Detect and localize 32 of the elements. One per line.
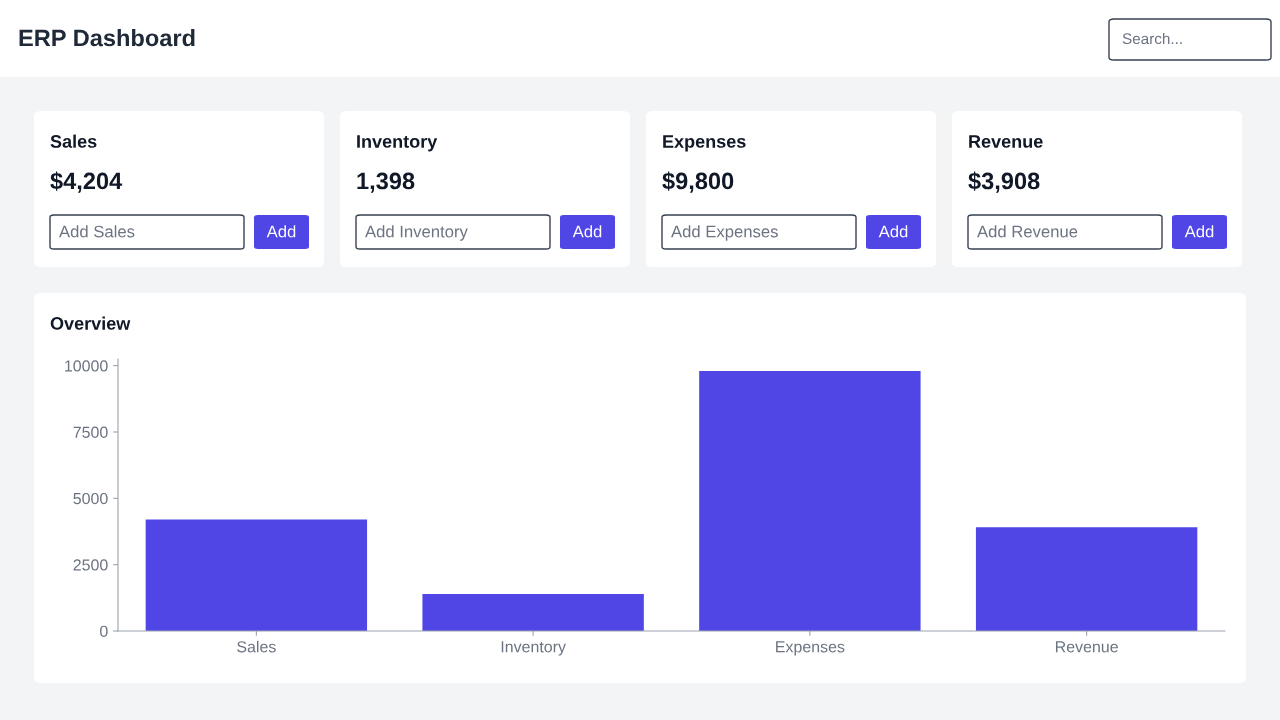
bar [422, 593, 644, 631]
y-tick-label: 0 [100, 625, 108, 637]
text: Inventory [357, 135, 438, 152]
x-tick-label: Revenue [1055, 641, 1118, 653]
x-tick-label: Inventory [501, 641, 566, 656]
x-tick-label: Sales [237, 640, 276, 653]
text: ERP Dashboard [19, 29, 195, 47]
y-tick-label: 2500 [73, 559, 108, 571]
bar [975, 527, 1198, 631]
text: Sales [50, 134, 97, 148]
text: Add Revenue [977, 225, 1078, 238]
bar [145, 519, 368, 631]
text: Add Inventory [365, 225, 468, 241]
bar [699, 370, 921, 631]
text: Revenue [969, 135, 1043, 148]
y-tick-label: 5000 [73, 492, 108, 505]
text: $9,800 [662, 171, 734, 193]
text: Expenses [663, 135, 746, 152]
text: $4,204 [50, 171, 123, 193]
text: Add Expenses [671, 225, 778, 241]
text: 1,398 [357, 172, 415, 193]
text: Add [572, 225, 602, 238]
text: Add [1184, 225, 1214, 238]
y-tick-label: 10000 [65, 360, 108, 372]
text: Add Sales [59, 225, 135, 238]
y-tick-label: 7500 [73, 426, 108, 438]
text: Add [878, 225, 908, 238]
text: Search... [1122, 32, 1182, 45]
text: $3,908 [968, 171, 1040, 193]
x-tick-label: Expenses [776, 641, 845, 656]
chart-title: Overview [50, 316, 131, 330]
text: Add [266, 225, 296, 238]
